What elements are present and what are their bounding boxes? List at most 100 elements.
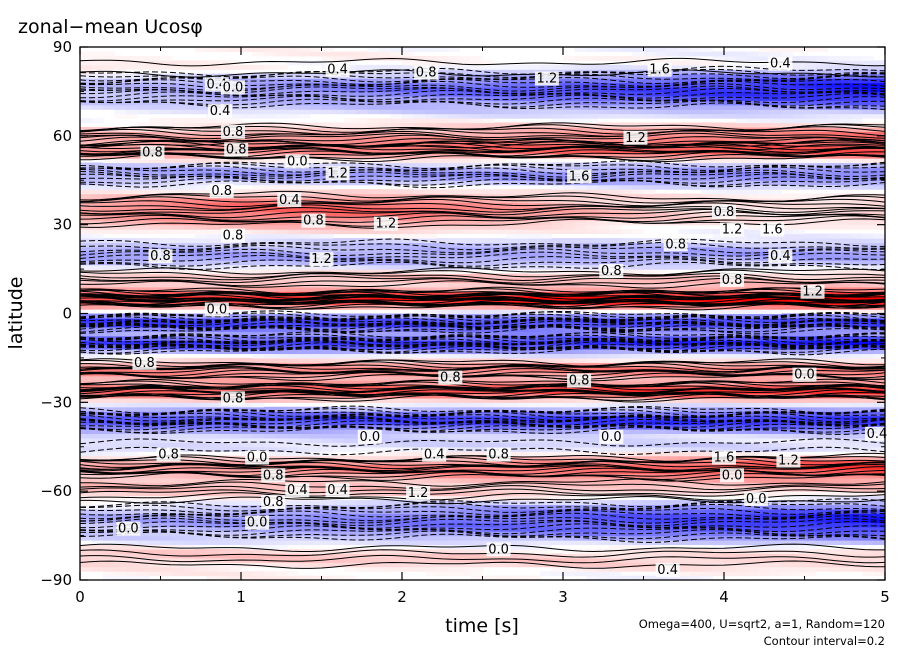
field-cell bbox=[137, 504, 150, 510]
field-cell bbox=[459, 109, 472, 115]
field-cell bbox=[172, 486, 185, 492]
field-cell bbox=[540, 135, 553, 141]
field-cell bbox=[114, 424, 127, 430]
field-cell bbox=[229, 277, 242, 284]
field-cell bbox=[91, 331, 104, 337]
field-cell bbox=[333, 380, 346, 386]
field-cell bbox=[298, 531, 311, 537]
field-cell bbox=[356, 264, 369, 270]
field-cell bbox=[551, 397, 564, 403]
field-cell bbox=[149, 415, 162, 421]
field-cell bbox=[229, 411, 242, 417]
field-cell bbox=[540, 220, 553, 226]
field-cell bbox=[574, 553, 587, 559]
field-cell bbox=[494, 304, 507, 310]
field-cell bbox=[298, 393, 311, 399]
field-cell bbox=[91, 384, 104, 390]
field-cell bbox=[160, 224, 173, 230]
field-cell bbox=[195, 513, 208, 519]
field-cell bbox=[287, 51, 300, 57]
field-cell bbox=[172, 526, 185, 532]
field-cell bbox=[91, 411, 104, 417]
field-cell bbox=[528, 548, 541, 554]
field-cell bbox=[252, 193, 265, 199]
field-cell bbox=[160, 193, 173, 199]
field-cell bbox=[310, 277, 323, 284]
field-cell bbox=[379, 277, 392, 284]
field-cell bbox=[252, 273, 265, 279]
field-cell bbox=[390, 389, 403, 395]
field-cell bbox=[494, 100, 507, 106]
field-cell bbox=[183, 406, 196, 412]
field-cell bbox=[528, 526, 541, 532]
field-cell bbox=[80, 189, 93, 195]
field-cell bbox=[333, 340, 346, 346]
field-cell bbox=[494, 517, 507, 523]
field-cell bbox=[149, 300, 162, 306]
field-cell bbox=[333, 535, 346, 541]
field-cell bbox=[517, 468, 530, 474]
field-cell bbox=[333, 51, 346, 57]
field-cell bbox=[91, 229, 104, 235]
field-cell bbox=[287, 366, 300, 372]
field-cell bbox=[183, 224, 196, 230]
field-cell bbox=[114, 553, 127, 559]
field-cell bbox=[505, 144, 518, 150]
field-cell bbox=[137, 349, 150, 355]
field-cell bbox=[379, 166, 392, 172]
field-cell bbox=[367, 371, 380, 377]
field-cell bbox=[310, 513, 323, 519]
field-cell bbox=[528, 255, 541, 261]
field-cell bbox=[298, 424, 311, 430]
field-cell bbox=[126, 317, 139, 323]
field-cell bbox=[528, 211, 541, 217]
field-cell bbox=[448, 437, 461, 443]
field-cell bbox=[149, 237, 162, 244]
field-cell bbox=[482, 64, 495, 70]
field-cell bbox=[287, 313, 300, 319]
field-cell bbox=[149, 522, 162, 528]
field-cell bbox=[321, 526, 334, 532]
field-cell bbox=[275, 428, 288, 435]
field-cell bbox=[379, 344, 392, 350]
field-cell bbox=[264, 229, 277, 235]
field-cell bbox=[252, 571, 265, 577]
field-cell bbox=[264, 455, 277, 461]
field-cell bbox=[218, 535, 231, 541]
field-cell bbox=[333, 424, 346, 430]
field-cell bbox=[459, 540, 472, 546]
field-cell bbox=[183, 300, 196, 306]
field-cell bbox=[344, 442, 357, 448]
field-cell bbox=[252, 286, 265, 292]
field-cell bbox=[402, 118, 415, 124]
field-cell bbox=[114, 513, 127, 519]
field-cell bbox=[241, 335, 254, 341]
field-cell bbox=[172, 91, 185, 97]
field-cell bbox=[321, 153, 334, 159]
field-cell bbox=[80, 326, 93, 332]
field-cell bbox=[206, 446, 219, 452]
field-cell bbox=[333, 415, 346, 421]
field-cell bbox=[551, 406, 564, 412]
field-cell bbox=[551, 495, 564, 501]
field-cell bbox=[321, 455, 334, 461]
field-cell bbox=[448, 362, 461, 368]
field-cell bbox=[241, 477, 254, 483]
field-cell bbox=[425, 255, 438, 261]
field-cell bbox=[241, 131, 254, 137]
field-cell bbox=[356, 446, 369, 452]
field-cell bbox=[310, 166, 323, 172]
field-cell bbox=[103, 340, 116, 346]
field-cell bbox=[229, 575, 242, 580]
field-cell bbox=[494, 433, 507, 439]
field-cell bbox=[356, 540, 369, 546]
field-cell bbox=[206, 122, 219, 128]
field-cell bbox=[126, 424, 139, 430]
field-cell bbox=[91, 322, 104, 328]
field-cell bbox=[206, 166, 219, 172]
field-cell bbox=[586, 424, 599, 430]
field-cell bbox=[367, 51, 380, 57]
field-cell bbox=[183, 237, 196, 244]
field-cell bbox=[413, 415, 426, 421]
